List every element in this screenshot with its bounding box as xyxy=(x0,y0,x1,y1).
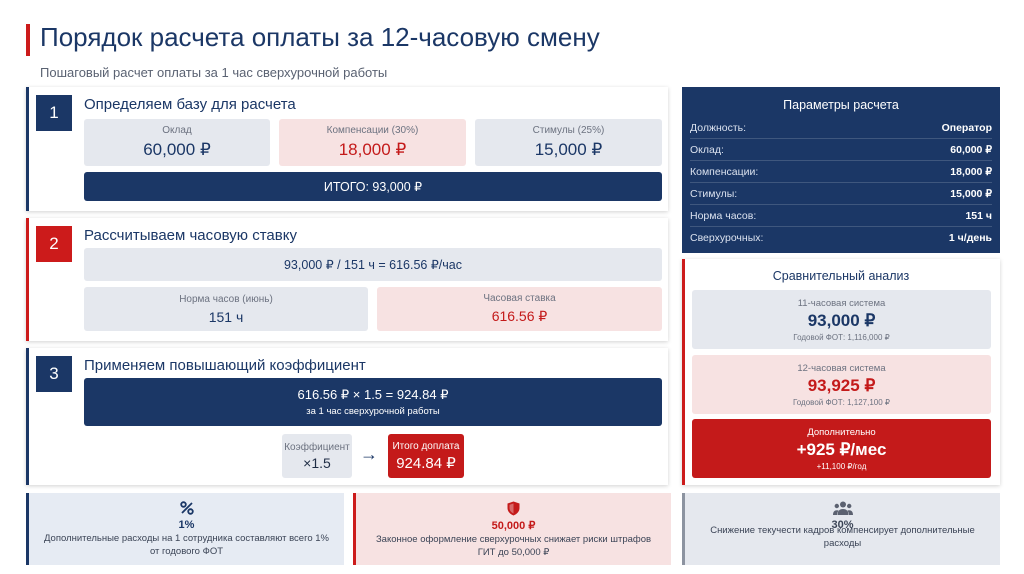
param-label: Норма часов: xyxy=(690,209,757,222)
hourly-rate-box: Часовая ставка 616.56 ₽ xyxy=(377,287,662,331)
param-row: Сверхурочных: 1 ч/день xyxy=(690,227,992,249)
step-3-card: 3 Применяем повышающий коэффициент 616.5… xyxy=(26,348,668,485)
fact-text: Дополнительные расходы на 1 сотрудника с… xyxy=(44,533,329,557)
param-value: 18,000 ₽ xyxy=(950,165,992,178)
step-3-number: 3 xyxy=(36,356,72,392)
param-value: 15,000 ₽ xyxy=(950,187,992,200)
fact-value: 50,000 ₽ xyxy=(491,520,536,532)
hourly-rate-value: 616.56 ₽ xyxy=(491,308,548,324)
param-label: Должность: xyxy=(690,121,747,134)
salary-box: Оклад 60,000 ₽ xyxy=(84,119,270,166)
coefficient-label: Коэффициент xyxy=(284,441,350,453)
param-label: Сверхурочных: xyxy=(690,232,764,244)
norm-hours-value: 151 ч xyxy=(208,308,244,325)
param-row: Должность: Оператор xyxy=(690,117,992,139)
step-1-card: 1 Определяем базу для расчета Оклад 60,0… xyxy=(26,87,668,211)
hourly-formula: 93,000 ₽ / 151 ч = 616.56 ₽/час xyxy=(283,258,462,272)
incentives-value: 15,000 ₽ xyxy=(534,140,603,159)
overtime-formula: 616.56 ₽ × 1.5 = 924.84 ₽ xyxy=(297,387,449,402)
coefficient-value: ×1.5 xyxy=(303,454,331,471)
step-3-title: Применяем повышающий коэффициент xyxy=(84,357,366,374)
fact-value: 30% xyxy=(831,519,854,531)
param-value: Оператор xyxy=(941,121,992,134)
salary-value: 60,000 ₽ xyxy=(143,140,211,159)
step-1-title: Определяем базу для расчета xyxy=(84,96,296,113)
param-row: Норма часов: 151 ч xyxy=(690,205,992,227)
fact-text: Снижение текучести кадров компенсирует д… xyxy=(710,525,975,549)
hourly-formula-box: 93,000 ₽ / 151 ч = 616.56 ₽/час xyxy=(84,248,662,281)
hourly-rate-label: Часовая ставка xyxy=(483,293,556,304)
param-label: Оклад: xyxy=(690,143,724,156)
total-bar: ИТОГО: 93,000 ₽ xyxy=(84,172,662,201)
users-icon xyxy=(832,499,853,517)
parameters-panel: Параметры расчета Должность: Оператор Окл… xyxy=(682,87,1000,253)
parameters-title: Параметры расчета xyxy=(783,98,899,112)
param-value: 151 ч xyxy=(965,209,992,222)
param-row: Стимулы: 15,000 ₽ xyxy=(690,183,992,205)
fact-card-fines: 50,000 ₽ Законное оформление сверхурочны… xyxy=(353,493,671,565)
page-subtitle: Пошаговый расчет оплаты за 1 час сверхур… xyxy=(40,65,388,80)
step-2-card: 2 Рассчитываем часовую ставку 93,000 ₽ /… xyxy=(26,218,668,341)
shield-icon xyxy=(507,499,520,517)
param-value: 60,000 ₽ xyxy=(950,143,992,156)
fact-card-expenses: 1% Дополнительные расходы на 1 сотрудник… xyxy=(26,493,344,565)
additional-cost-box: Дополнительно +925 ₽/мес +11,100 ₽/год xyxy=(692,419,991,478)
param-label: Стимулы: xyxy=(690,187,738,200)
system-11h-label: 11-часовая система xyxy=(797,297,886,309)
total-extra-pay-label: Итого доплата xyxy=(392,440,460,452)
salary-label: Оклад xyxy=(162,125,192,136)
total-text: ИТОГО: 93,000 ₽ xyxy=(323,180,423,194)
compensation-value: 18,000 ₽ xyxy=(338,140,407,159)
coefficient-box: Коэффициент ×1.5 xyxy=(282,434,352,478)
step-1-number: 1 xyxy=(36,95,72,131)
overtime-formula-note: за 1 час сверхурочной работы xyxy=(306,406,440,417)
comparison-panel: Сравнительный анализ 11-часовая система … xyxy=(682,259,1000,485)
total-extra-pay-value: 924.84 ₽ xyxy=(396,454,456,472)
comparison-title: Сравнительный анализ xyxy=(772,269,910,283)
param-label: Компенсации: xyxy=(690,165,759,178)
system-11h-box: 11-часовая система 93,000 ₽ Годовой ФОТ:… xyxy=(692,290,991,349)
incentives-label: Стимулы (25%) xyxy=(532,125,605,136)
system-12h-label: 12-часовая система xyxy=(797,362,886,374)
norm-hours-label: Норма часов (июнь) xyxy=(179,293,273,305)
additional-cost-label: Дополнительно xyxy=(807,426,876,438)
percent-icon xyxy=(179,499,194,517)
page-title: Порядок расчета оплаты за 12-часовую сме… xyxy=(40,22,600,52)
compensation-box: Компенсации (30%) 18,000 ₽ xyxy=(279,119,466,166)
incentives-box: Стимулы (25%) 15,000 ₽ xyxy=(475,119,662,166)
system-12h-box: 12-часовая система 93,925 ₽ Годовой ФОТ:… xyxy=(692,355,991,414)
title-accent-bar xyxy=(26,24,30,56)
param-row: Оклад: 60,000 ₽ xyxy=(690,139,992,161)
arrow-right-icon: → xyxy=(360,444,378,464)
fact-text: Законное оформление сверхурочных снижает… xyxy=(375,534,652,558)
step-2-title: Рассчитываем часовую ставку xyxy=(84,227,297,244)
fact-card-turnover: 30% Снижение текучести кадров компенсиру… xyxy=(682,493,1000,565)
system-11h-annual: Годовой ФОТ: 1,116,000 ₽ xyxy=(793,332,890,342)
system-11h-value: 93,000 ₽ xyxy=(807,310,876,330)
additional-cost-value: +925 ₽/мес xyxy=(796,439,887,459)
total-extra-pay-box: Итого доплата 924.84 ₽ xyxy=(388,434,464,478)
norm-hours-box: Норма часов (июнь) 151 ч xyxy=(84,287,368,331)
system-12h-value: 93,925 ₽ xyxy=(807,375,876,395)
param-value: 1 ч/день xyxy=(948,232,992,244)
overtime-formula-bar: 616.56 ₽ × 1.5 = 924.84 ₽ за 1 час сверх… xyxy=(84,378,662,426)
fact-value: 1% xyxy=(178,519,195,531)
system-12h-annual: Годовой ФОТ: 1,127,100 ₽ xyxy=(792,397,891,407)
step-2-number: 2 xyxy=(36,226,72,262)
additional-cost-annual: +11,100 ₽/год xyxy=(816,461,867,471)
compensation-label: Компенсации (30%) xyxy=(326,125,419,136)
param-row: Компенсации: 18,000 ₽ xyxy=(690,161,992,183)
